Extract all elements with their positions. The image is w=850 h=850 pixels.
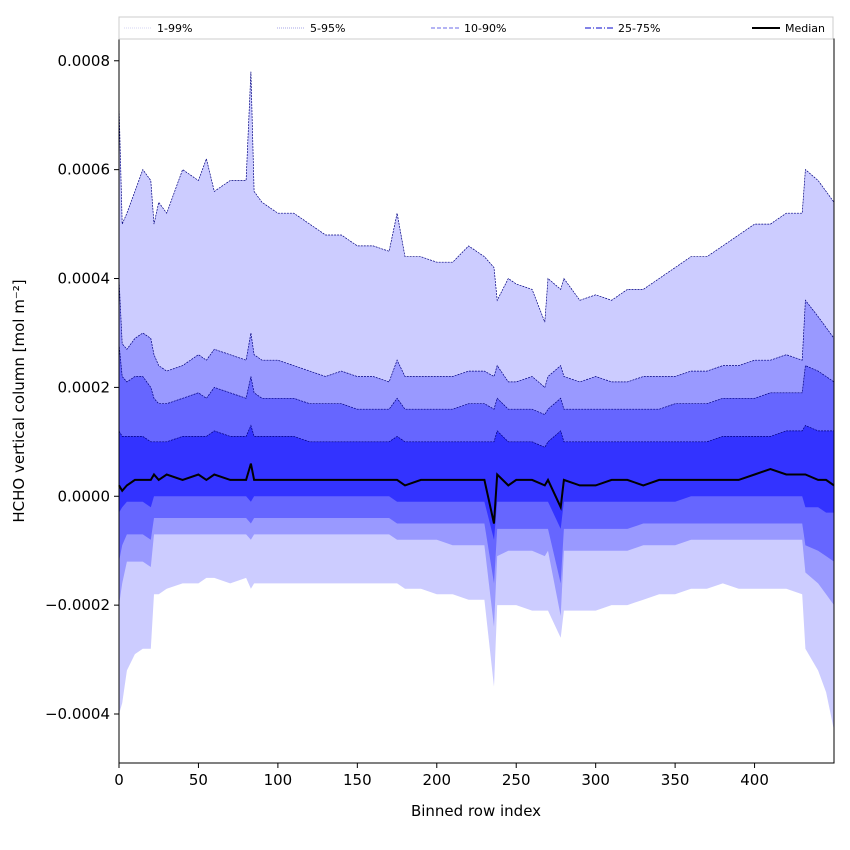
band-25-75-upper-line — [118, 424, 834, 448]
legend-box — [118, 16, 834, 40]
x-tick-label: 300 — [581, 771, 610, 789]
band-1-99-upper-line — [118, 71, 835, 323]
x-tick-label: 200 — [422, 771, 451, 789]
legend: 1-99% 5-95% 10-90% 25-75% Median — [118, 16, 834, 40]
y-tick-label: −0.0004 — [45, 705, 110, 723]
legend-item: 10-90% — [431, 22, 506, 35]
x-tick-label: 100 — [264, 771, 293, 789]
legend-item: 1-99% — [124, 22, 192, 35]
y-tick-label: 0.0004 — [58, 270, 111, 288]
y-tick-label: 0.0008 — [58, 52, 111, 70]
median-line — [118, 463, 835, 524]
x-axis: 0 50 100 150 200 250 300 350 400 — [114, 763, 769, 789]
legend-item: Median — [752, 22, 825, 35]
legend-label: 10-90% — [464, 22, 506, 35]
y-tick-label: 0.0002 — [58, 378, 111, 396]
legend-item: 25-75% — [585, 22, 660, 35]
y-axis: −0.0004 −0.0002 0.0000 0.0002 0.0004 0.0006 0.… — [45, 52, 119, 723]
y-tick-label: 0.0006 — [58, 161, 111, 179]
y-tick-label: 0.0000 — [58, 487, 111, 505]
legend-label: 1-99% — [157, 22, 192, 35]
y-tick-label: −0.0002 — [45, 596, 110, 614]
legend-label: 5-95% — [310, 22, 345, 35]
x-axis-label: Binned row index — [411, 802, 541, 820]
lines-group — [118, 71, 835, 524]
x-tick-label: 150 — [343, 771, 372, 789]
x-tick-label: 50 — [189, 771, 208, 789]
x-tick-label: 250 — [502, 771, 531, 789]
legend-label: Median — [785, 22, 825, 35]
legend-label: 25-75% — [618, 22, 660, 35]
legend-item: 5-95% — [277, 22, 345, 35]
x-tick-label: 400 — [740, 771, 769, 789]
band-10-90-upper-line — [118, 343, 835, 416]
y-axis-label: HCHO vertical column [mol m⁻²] — [10, 279, 28, 522]
band-25-75-area — [119, 425, 834, 540]
bands-group — [119, 71, 834, 731]
band-5-95-upper-line — [118, 278, 835, 389]
x-tick-label: 350 — [661, 771, 690, 789]
x-tick-label: 0 — [114, 771, 124, 789]
